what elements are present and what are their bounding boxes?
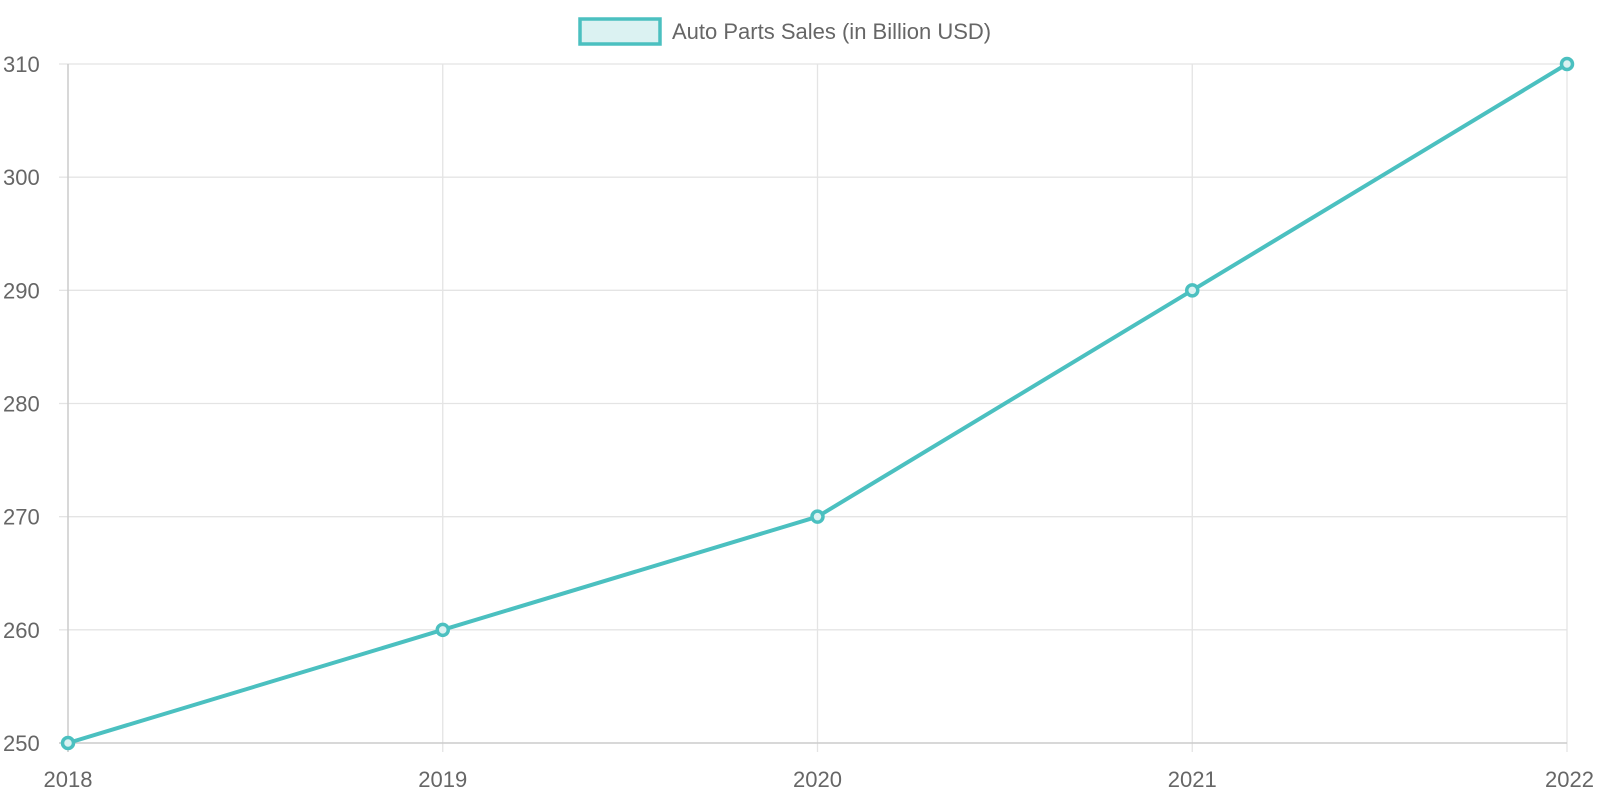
y-tick-label: 290: [3, 278, 40, 303]
legend[interactable]: Auto Parts Sales (in Billion USD): [578, 17, 991, 46]
x-tick-label: 2019: [418, 767, 467, 792]
y-tick-label: 250: [3, 731, 40, 756]
axes: [59, 64, 1567, 752]
y-tick-label: 300: [3, 165, 40, 190]
y-tick-label: 310: [3, 52, 40, 77]
data-point: [435, 622, 450, 638]
series-layer: [60, 56, 1575, 751]
x-tick-label: 2018: [44, 767, 93, 792]
x-tick-label: 2021: [1168, 767, 1217, 792]
data-point: [810, 509, 825, 524]
data-point: [1185, 283, 1200, 298]
data-point: [60, 735, 76, 751]
x-tick-label: 2022: [1545, 767, 1594, 792]
tick-labels: 250 260 270 280 290 300 310 2018 2019 2020 2021 202…: [3, 52, 1594, 792]
legend-swatch: [578, 17, 662, 46]
y-tick-label: 280: [3, 392, 40, 417]
y-tick-label: 260: [3, 618, 40, 643]
x-tick-label: 2020: [793, 767, 842, 792]
grid-lines: [59, 63, 1568, 752]
y-tick-label: 270: [3, 505, 40, 530]
legend-label: Auto Parts Sales (in Billion USD): [672, 19, 991, 44]
data-point: [1559, 56, 1575, 72]
